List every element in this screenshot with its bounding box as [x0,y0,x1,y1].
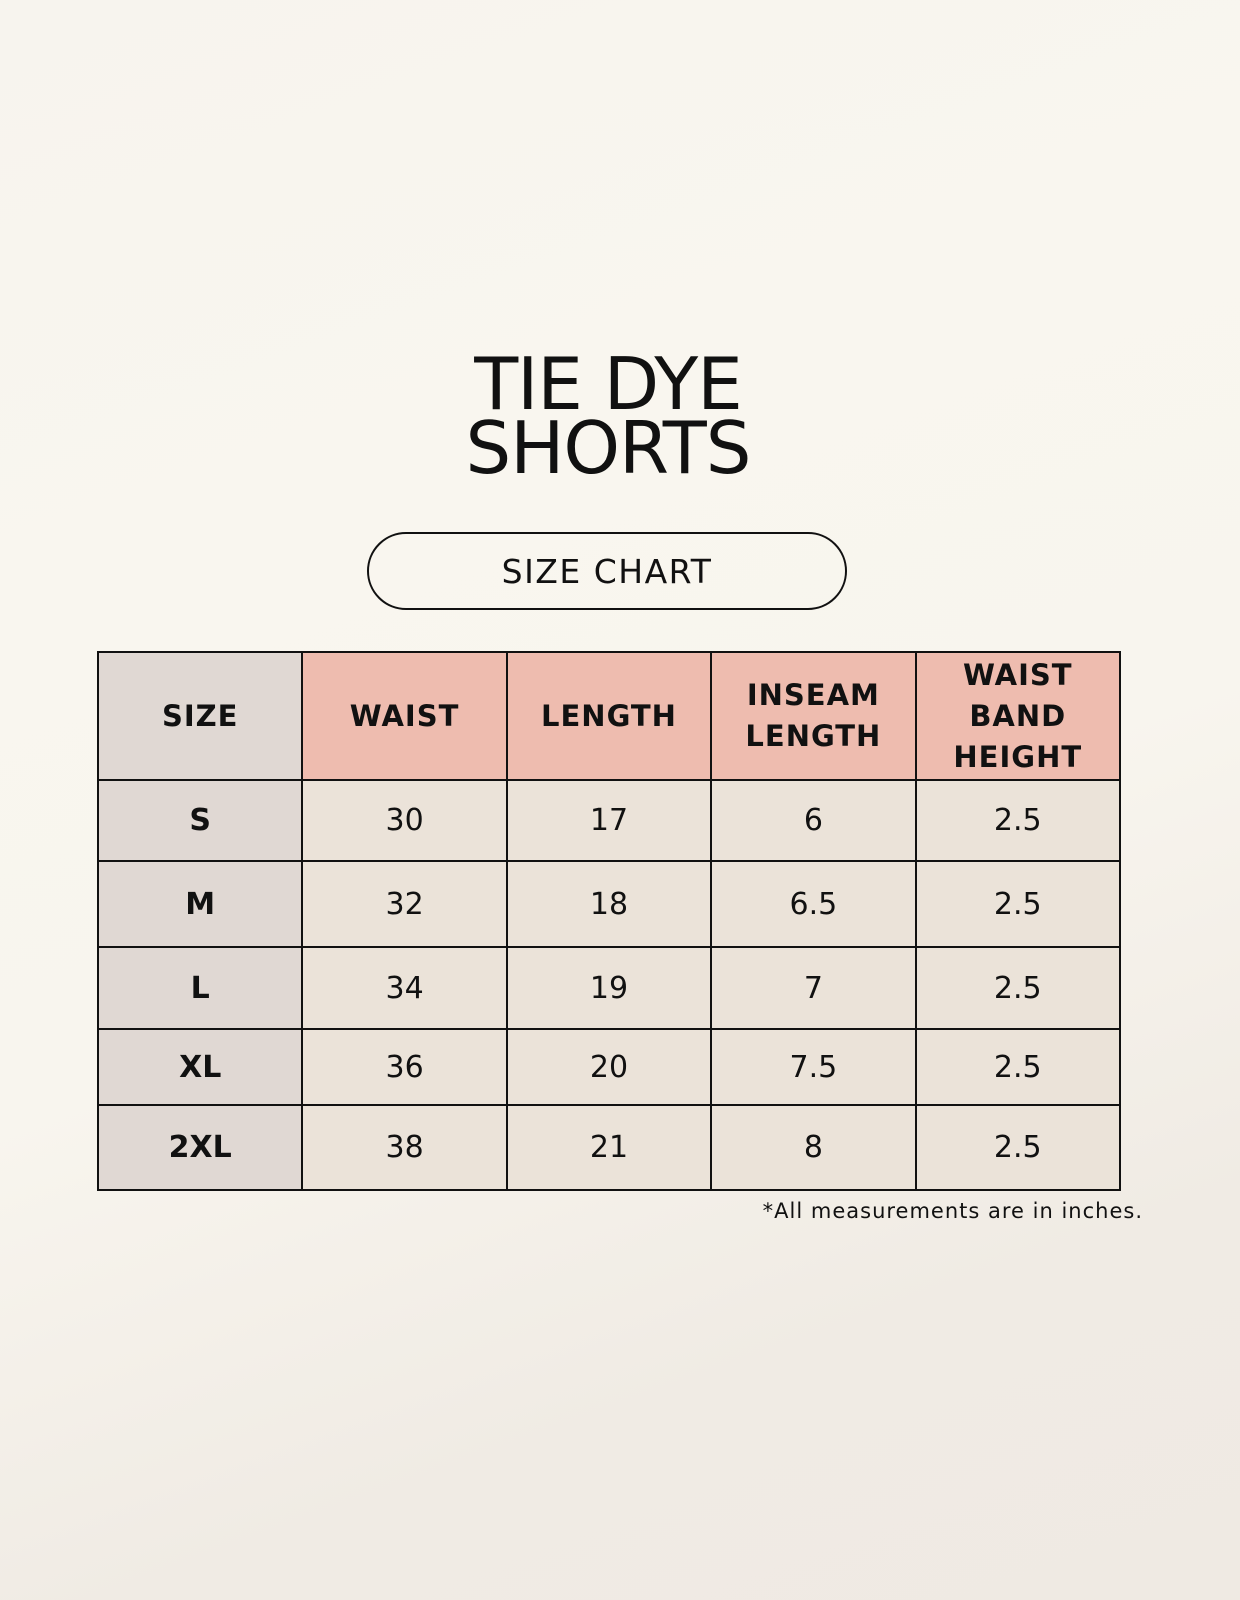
measurement-cell: 21 [505,1104,713,1191]
measurement-cell: 2.5 [914,1104,1122,1191]
measurement-cell: 18 [505,860,713,948]
measurement-cell: 17 [505,779,713,862]
measurement-cell: 7.5 [710,1028,917,1106]
header-length: LENGTH [505,651,713,781]
measurement-cell: 38 [301,1104,508,1191]
measurement-cell: 2.5 [914,779,1122,862]
table-row: M 32 18 6.5 2.5 [96,860,1122,948]
header-inseam-length: INSEAM LENGTH [710,651,917,781]
header-waist-band-height: WAIST BAND HEIGHT [914,651,1122,781]
table-row: S 30 17 6 2.5 [96,779,1122,862]
measurement-cell: 6 [710,779,917,862]
measurement-cell: 20 [505,1028,713,1106]
measurement-cell: 34 [301,946,508,1030]
measurement-cell: 2.5 [914,860,1122,948]
size-cell: L [96,946,304,1030]
table-row: 2XL 38 21 8 2.5 [96,1104,1122,1191]
title-line-2: SHORTS [465,406,752,490]
measurement-cell: 2.5 [914,946,1122,1030]
measurement-cell: 2.5 [914,1028,1122,1106]
measurement-cell: 7 [710,946,917,1030]
measurement-cell: 36 [301,1028,508,1106]
measurement-cell: 6.5 [710,860,917,948]
size-cell: 2XL [96,1104,304,1191]
footnote: *All measurements are in inches. [762,1199,1143,1223]
page-title: TIE DYE SHORTS [0,342,1216,490]
size-cell: M [96,860,304,948]
table-header-row: SIZE WAIST LENGTH INSEAM LENGTH WAIST BA… [96,651,1122,781]
measurement-cell: 32 [301,860,508,948]
size-chart-label: SIZE CHART [367,532,847,610]
title-line-1: TIE DYE [474,342,743,426]
measurement-cell: 8 [710,1104,917,1191]
size-table: SIZE WAIST LENGTH INSEAM LENGTH WAIST BA… [96,651,1122,1191]
size-cell: XL [96,1028,304,1106]
measurement-cell: 30 [301,779,508,862]
measurement-cell: 19 [505,946,713,1030]
header-size: SIZE [96,651,304,781]
header-waist: WAIST [301,651,508,781]
table-row: XL 36 20 7.5 2.5 [96,1028,1122,1106]
size-cell: S [96,779,304,862]
table-row: L 34 19 7 2.5 [96,946,1122,1030]
